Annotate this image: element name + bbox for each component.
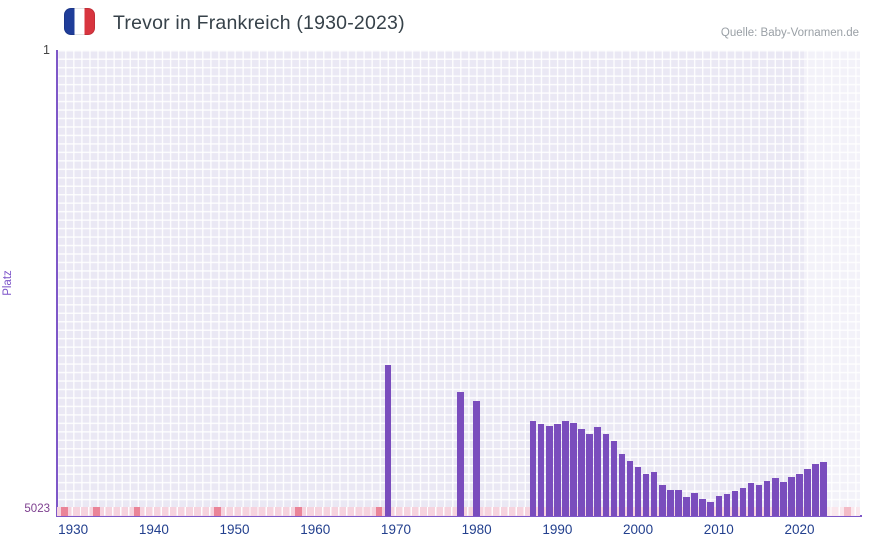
no-rank-marker-1938 — [133, 507, 141, 516]
bar-2001[interactable] — [642, 474, 650, 516]
bar-2021[interactable] — [804, 469, 811, 516]
no-rank-marker-2026 — [843, 507, 851, 516]
bar-2016[interactable] — [763, 480, 771, 516]
bar-2002[interactable] — [650, 471, 658, 516]
bar-2012[interactable] — [731, 490, 739, 516]
bar-2022[interactable] — [812, 464, 819, 516]
x-tick-1930: 1930 — [58, 522, 89, 537]
bar-2003[interactable] — [659, 484, 666, 516]
source-attribution: Quelle: Baby-Vornamen.de — [720, 27, 859, 39]
bar-1989[interactable] — [546, 425, 553, 516]
bar-2009[interactable] — [707, 501, 714, 516]
x-tick-2000: 2000 — [623, 522, 654, 537]
bar-2007[interactable] — [691, 492, 698, 516]
bar-1998[interactable] — [618, 454, 626, 516]
x-tick-1950: 1950 — [219, 522, 250, 537]
x-tick-1990: 1990 — [542, 522, 573, 537]
bar-1969[interactable] — [384, 365, 392, 516]
bar-2018[interactable] — [780, 481, 787, 516]
bar-2004[interactable] — [667, 489, 674, 516]
bar-1987[interactable] — [529, 421, 537, 516]
bar-1991[interactable] — [562, 421, 569, 516]
x-axis-line — [56, 515, 862, 517]
y-axis-line — [56, 50, 58, 517]
bar-2006[interactable] — [683, 496, 690, 516]
page-title: Trevor in Frankreich (1930-2023) — [113, 12, 405, 34]
y-tick-bottom: 5023 — [24, 503, 50, 515]
x-tick-2020: 2020 — [784, 522, 815, 537]
y-axis-title-wrap: Platz — [0, 50, 16, 516]
x-axis-ticks: 1930 1940 1950 1960 1970 1980 1990 2000 2010 2020 — [0, 522, 873, 542]
bar-2023[interactable] — [820, 462, 827, 516]
no-rank-marker-1948 — [214, 507, 222, 516]
france-flag-icon — [64, 8, 95, 35]
x-tick-1980: 1980 — [461, 522, 492, 537]
bar-2005[interactable] — [675, 489, 682, 516]
bar-1978[interactable] — [457, 392, 464, 516]
bar-1996[interactable] — [602, 434, 610, 516]
bar-2000[interactable] — [634, 467, 642, 516]
bar-2020[interactable] — [796, 474, 803, 516]
no-rank-marker-1929 — [61, 507, 68, 516]
bar-1995[interactable] — [594, 427, 601, 516]
x-tick-1960: 1960 — [300, 522, 331, 537]
bar-1992[interactable] — [570, 422, 577, 516]
bar-1994[interactable] — [586, 434, 593, 516]
no-rank-marker-1968 — [375, 507, 383, 516]
y-tick-top: 1 — [43, 43, 50, 57]
x-tick-1970: 1970 — [380, 522, 411, 537]
bar-1988[interactable] — [537, 423, 545, 516]
bar-2017[interactable] — [772, 477, 779, 516]
x-tick-2010: 2010 — [703, 522, 734, 537]
no-rank-marker-1958 — [295, 507, 302, 516]
no-rank-marker-1933 — [93, 507, 100, 516]
plot-area — [57, 50, 860, 516]
bar-2015[interactable] — [755, 484, 763, 516]
bar-1999[interactable] — [626, 461, 634, 516]
recent-years-band — [803, 50, 860, 516]
bar-2010[interactable] — [715, 495, 723, 516]
bar-2014[interactable] — [747, 482, 755, 516]
bar-2013[interactable] — [739, 487, 747, 516]
y-axis-title: Platz — [2, 270, 15, 296]
bar-1980[interactable] — [473, 400, 480, 516]
bar-2019[interactable] — [788, 476, 795, 516]
bar-1990[interactable] — [554, 423, 561, 516]
bar-2008[interactable] — [699, 499, 706, 516]
x-tick-1940: 1940 — [138, 522, 169, 537]
bar-2011[interactable] — [723, 493, 731, 516]
bar-1993[interactable] — [578, 428, 585, 516]
bar-1997[interactable] — [610, 441, 618, 516]
